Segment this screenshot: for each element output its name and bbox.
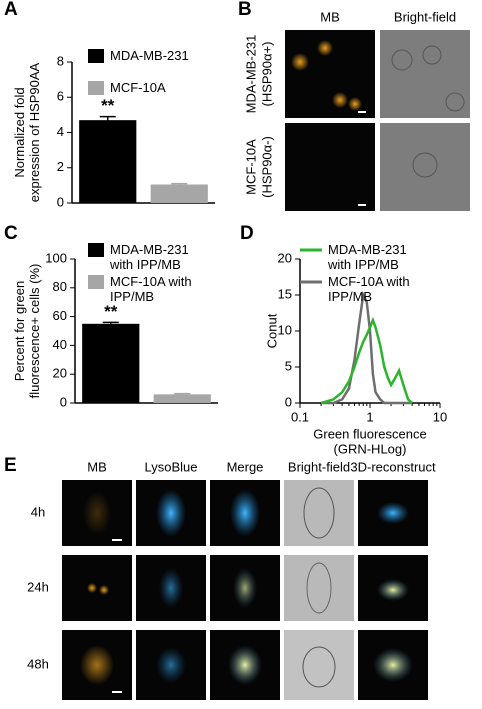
- legend-label: MDA-MB-231: [110, 48, 189, 63]
- y-tick-label: 20: [53, 366, 67, 381]
- legend-swatch: [88, 243, 104, 257]
- row-label: 24h: [27, 579, 49, 594]
- error-bar: [102, 321, 119, 326]
- panel-label: E: [4, 455, 17, 476]
- row-label: 4h: [31, 504, 45, 519]
- column-label: Bright-field: [394, 9, 456, 24]
- y-axis-label: expression of HSP90AA: [27, 62, 42, 202]
- row-label: MCF-10A: [243, 139, 258, 195]
- y-tick-label: 4: [57, 124, 64, 139]
- y-tick-label: 60: [53, 308, 67, 323]
- y-tick-label: 0: [285, 394, 292, 409]
- y-tick-label: 20: [278, 250, 292, 265]
- image: [380, 30, 470, 118]
- column-label: MB: [87, 459, 107, 474]
- y-axis-label: Conut: [264, 313, 279, 348]
- row-label: 48h: [27, 656, 49, 671]
- y-tick-label: 100: [45, 250, 67, 265]
- y-tick-label: 6: [57, 89, 64, 104]
- legend-swatch: [88, 49, 104, 63]
- x-axis-label: Green fluorescence: [313, 426, 426, 441]
- error-bar: [171, 182, 188, 186]
- error-bar: [174, 392, 191, 396]
- x-tick-label: 0.1: [291, 409, 309, 424]
- column-label: LysoBlue: [145, 459, 198, 474]
- column-label: Merge: [227, 459, 264, 474]
- y-tick-label: 0: [57, 194, 64, 209]
- row-label: (HSP90α+): [259, 42, 274, 107]
- line: [321, 290, 413, 405]
- legend-label: MDA-MB-231 with IPP/MB: [328, 242, 407, 272]
- bar: [153, 394, 211, 403]
- x-tick-label: 1: [366, 409, 373, 424]
- x-axis-label: (GRN-HLog): [334, 441, 407, 456]
- y-axis-label: Percent for green: [12, 281, 27, 381]
- legend-label: MCF-10A with IPP/MB: [328, 274, 410, 304]
- y-tick-label: 10: [278, 322, 292, 337]
- y-tick-label: 15: [278, 286, 292, 301]
- image: [285, 123, 375, 211]
- panel-label: A: [4, 0, 18, 20]
- row-label: (HSP90α-): [259, 136, 274, 198]
- bar: [79, 120, 137, 203]
- legend-label: MDA-MB-231 with IPP/MB: [110, 242, 189, 272]
- column-label: Bright-field: [288, 459, 350, 474]
- y-tick-label: 2: [57, 159, 64, 174]
- panel-label: C: [4, 223, 18, 244]
- legend-label: MCF-10A with IPP/MB: [110, 274, 192, 304]
- y-tick-label: 5: [285, 358, 292, 373]
- error-bar: [99, 115, 116, 124]
- y-tick-label: 40: [53, 337, 67, 352]
- panel-e-images: [62, 480, 428, 700]
- legend-label: MCF-10A: [110, 80, 166, 95]
- bar: [82, 323, 140, 403]
- y-tick-label: 0: [60, 394, 67, 409]
- panel-label: B: [238, 0, 252, 20]
- annotation: **: [101, 96, 115, 115]
- bar: [150, 184, 208, 203]
- legend-swatch: [88, 81, 104, 95]
- annotation: **: [104, 302, 118, 321]
- y-axis-label: Normalized fold: [12, 87, 27, 177]
- row-label: MDA-MB-231: [243, 35, 258, 114]
- x-tick-label: 10: [433, 409, 447, 424]
- y-tick-label: 8: [57, 53, 64, 68]
- column-label: 3D-reconstruct: [350, 459, 436, 474]
- panel-label: D: [240, 223, 254, 244]
- y-tick-label: 80: [53, 279, 67, 294]
- y-axis-label: fluorescence+ cells (%): [27, 264, 42, 399]
- column-label: MB: [320, 9, 340, 24]
- legend-swatch: [88, 275, 104, 289]
- line: [320, 316, 413, 405]
- panel-b-images: [285, 30, 470, 211]
- image: [380, 123, 470, 211]
